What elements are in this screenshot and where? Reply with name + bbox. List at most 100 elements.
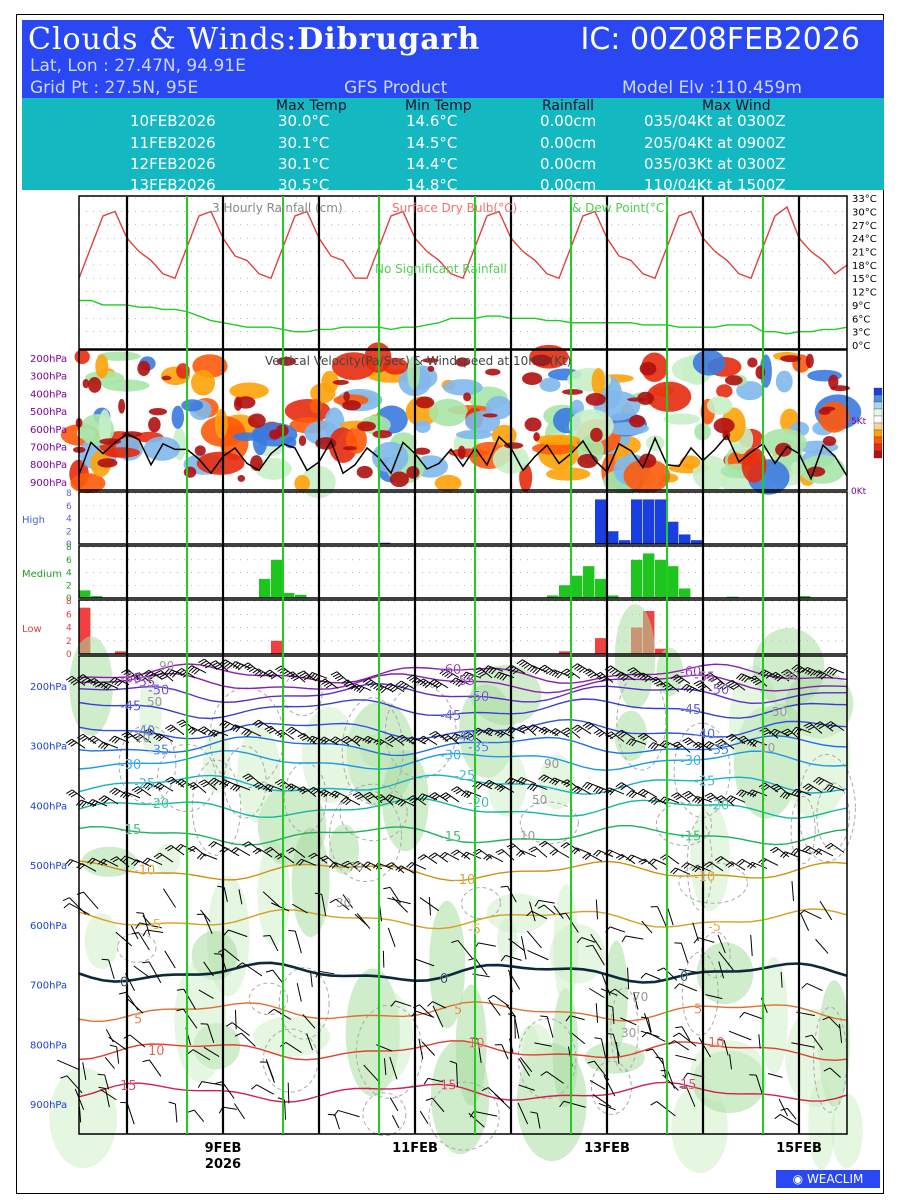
humidity-contour <box>655 802 713 846</box>
wind-barb <box>341 860 361 873</box>
row-rain: 0.00cm <box>540 134 597 152</box>
wind-barb <box>215 1081 235 1099</box>
wind-barb <box>718 961 725 979</box>
wind-barb <box>671 741 691 753</box>
wind-barb <box>674 942 689 963</box>
wind-barb <box>494 1044 509 1060</box>
wind-barb <box>705 994 723 1000</box>
vv-core <box>148 407 168 416</box>
isotherm-line <box>78 860 848 882</box>
wind-barb <box>571 847 592 855</box>
low-cloud-bar <box>271 640 283 654</box>
wind-barb <box>739 1011 765 1020</box>
humidity-shade <box>49 1067 118 1169</box>
wind-barb <box>233 1103 246 1120</box>
isotherm-line <box>78 663 848 684</box>
wind-barb <box>419 897 440 912</box>
isotherm-label: 5 <box>134 1012 142 1027</box>
vv-blob <box>214 409 228 439</box>
vv-core <box>137 360 151 376</box>
wind-barb <box>238 889 243 905</box>
vv-core <box>406 466 420 479</box>
vv-blob <box>692 455 730 491</box>
humidity-shade <box>553 884 579 1008</box>
humidity-shade <box>690 1040 766 1104</box>
vv-core <box>356 465 373 479</box>
drybulb-title: Surface Dry Bulb(°C) <box>392 201 517 215</box>
vv-blob <box>98 409 112 444</box>
vv-blob <box>415 420 431 434</box>
cloud-level-label: Medium <box>22 569 62 580</box>
wind-barb <box>133 965 151 979</box>
wind-barb <box>118 991 139 1011</box>
humidity-contour <box>616 672 667 771</box>
wind-barb <box>415 958 435 967</box>
wind-barb <box>657 967 678 981</box>
wind-barb <box>196 852 218 860</box>
date-tick-label: 11FEB <box>392 1141 438 1156</box>
cloud-level-label: High <box>22 515 45 526</box>
wind-barb <box>570 1031 586 1045</box>
wind-barb <box>627 967 630 990</box>
wind-barb <box>746 738 768 747</box>
humidity-contour <box>339 783 408 842</box>
wind-barb <box>65 738 86 749</box>
isotherm-label: 10 <box>708 1036 725 1051</box>
wind-barb <box>813 721 834 732</box>
wind-barb <box>383 1058 387 1076</box>
vv-blob <box>741 447 767 483</box>
vv-core <box>822 436 837 447</box>
wind-barb <box>105 1029 114 1043</box>
vv-core <box>485 368 501 376</box>
wind-barb <box>297 786 317 797</box>
no-rain-annotation: No Significant Rainfall <box>375 262 507 276</box>
humidity-contour <box>790 795 816 865</box>
wind-barb <box>340 797 361 806</box>
wind-barb <box>750 934 753 957</box>
isotherm-line <box>78 774 848 795</box>
wind-barb <box>363 1064 380 1083</box>
isotherm-line <box>78 825 848 846</box>
wind-barb <box>135 922 162 929</box>
vv-tick-label: 600hPa <box>30 425 67 436</box>
humidity-label: 30 <box>336 896 351 910</box>
wind-barb <box>637 672 658 683</box>
wind-barb <box>726 679 746 691</box>
wind-barb <box>286 671 306 683</box>
vv-core <box>235 396 256 409</box>
vv-blob <box>294 475 311 492</box>
medium-cloud-bar <box>271 559 283 598</box>
vv-core <box>389 471 409 488</box>
wind-barb <box>802 666 823 677</box>
vv-blob <box>818 401 850 433</box>
wind-barb <box>162 888 176 908</box>
wind-barb <box>274 729 295 740</box>
isotherm-label: -35 <box>468 741 489 756</box>
wind-barb <box>683 1072 705 1080</box>
wind-barb <box>668 1040 689 1051</box>
wind-barb <box>176 719 196 731</box>
vv-core <box>372 430 392 439</box>
wind-barb <box>650 1101 676 1117</box>
ws-tick-label: 0Kt <box>851 487 867 497</box>
wind-barb <box>226 1022 250 1037</box>
wind-barb <box>131 932 150 951</box>
humidity-contour <box>591 1060 632 1115</box>
humidity-shade <box>69 636 113 736</box>
isotherm-label: 10 <box>148 1044 165 1059</box>
wind-barb <box>559 1100 586 1108</box>
humidity-contour <box>282 672 323 717</box>
wind-barb <box>234 1009 237 1030</box>
isotherm-label: -15 <box>440 830 461 845</box>
wind-barb <box>236 962 263 977</box>
vv-core <box>463 392 472 402</box>
row-max: 30.5°C <box>278 176 330 194</box>
wind-barb <box>101 958 115 980</box>
humidity-contour <box>797 753 856 862</box>
wind-barb <box>717 934 726 954</box>
vv-blob <box>434 474 462 492</box>
row-min: 14.5°C <box>406 134 458 152</box>
col-rainfall: Rainfall <box>542 98 595 114</box>
wind-barb <box>296 983 302 1002</box>
